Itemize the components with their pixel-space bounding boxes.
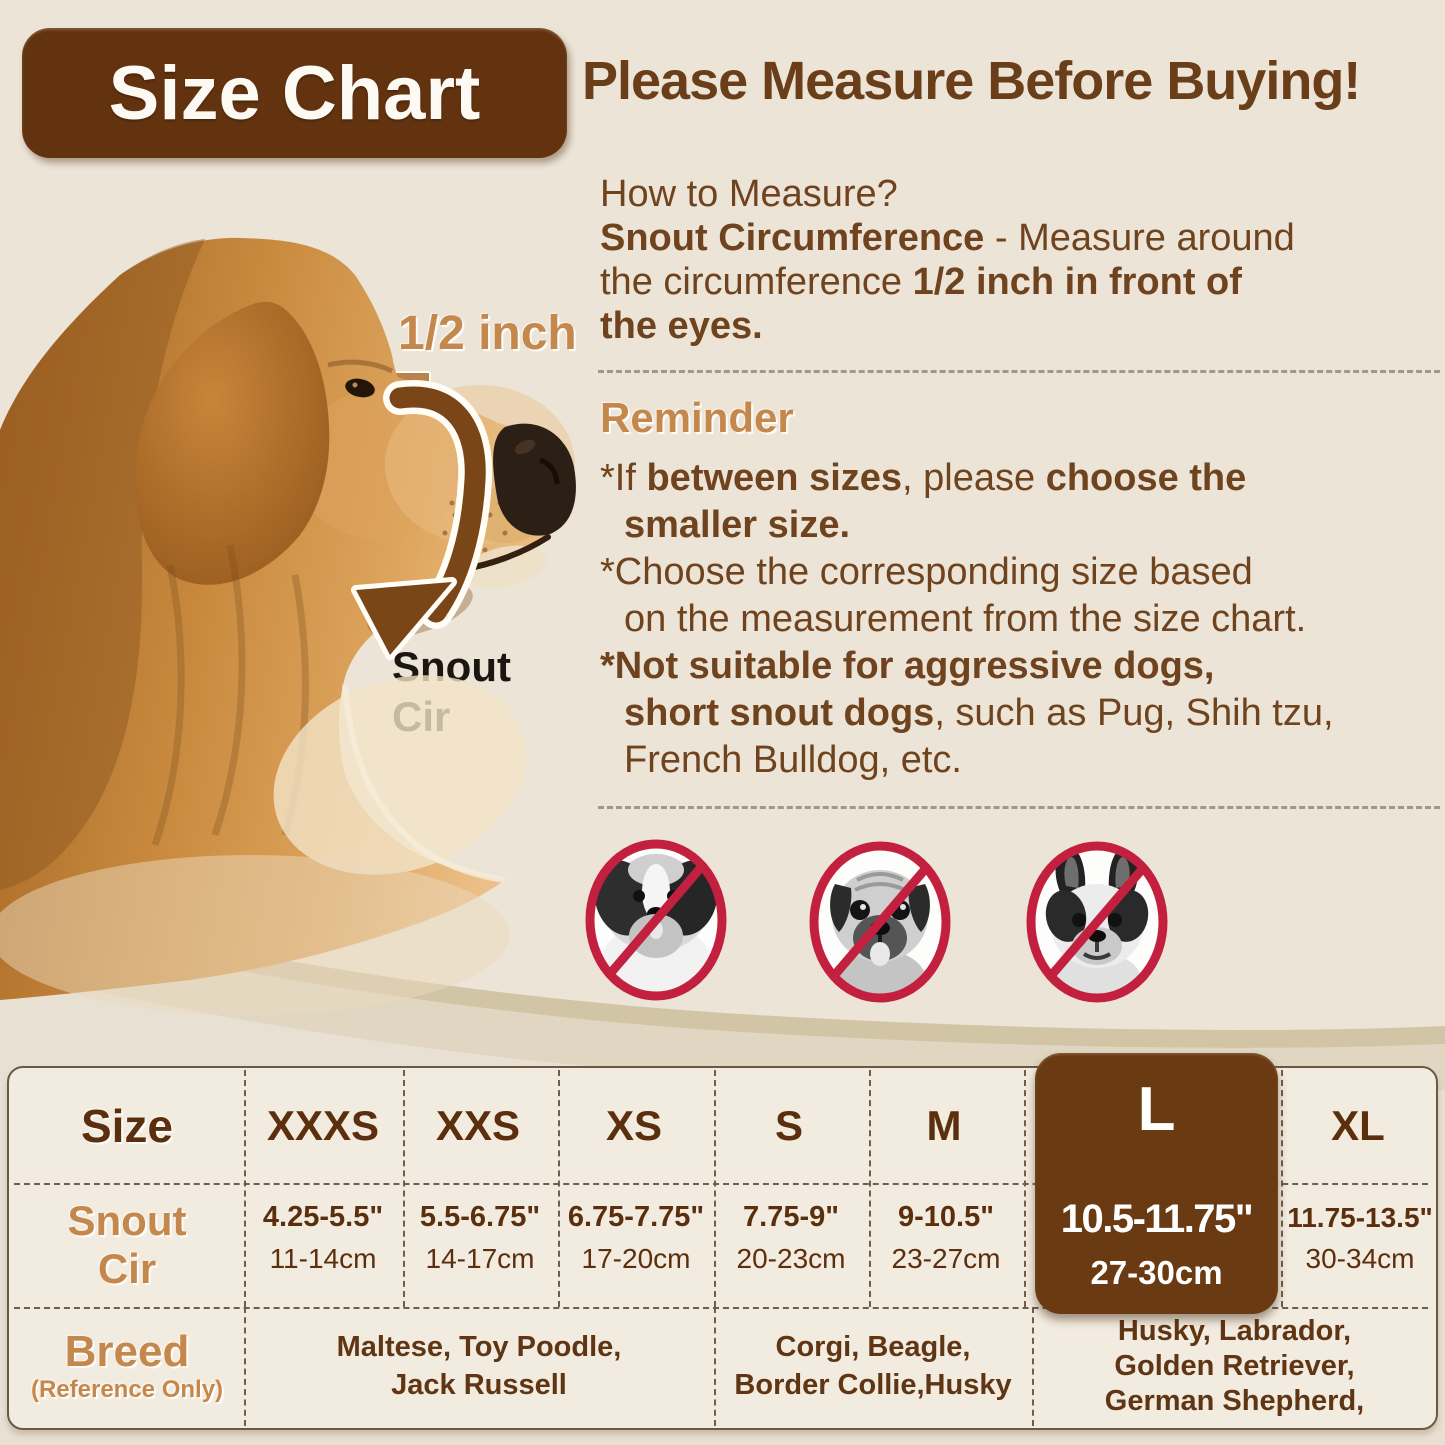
- prohibition-circle-icon: [1026, 841, 1168, 1003]
- table-gridline: [714, 1307, 716, 1426]
- column-header-xs: XS: [605, 1102, 663, 1149]
- column-header-m: M: [926, 1102, 962, 1149]
- snout-value-xl: 11.75-13.5" 30-34cm: [1287, 1202, 1433, 1274]
- nostril: [539, 457, 560, 485]
- column-header-xxs: XXS: [435, 1102, 521, 1149]
- nose-shine: [514, 439, 536, 455]
- breed-cell-medium: Corgi, Beagle, Border Collie,Husky: [734, 1331, 1012, 1401]
- table-gridline: [244, 1307, 246, 1426]
- fur-streak: [151, 564, 185, 847]
- snout-value-l-inch: 10.5-11.75": [1060, 1197, 1254, 1241]
- dashed-divider: [598, 806, 1440, 809]
- size-chart-badge: Size Chart: [22, 28, 567, 158]
- measure-title: How to Measure?: [600, 173, 898, 215]
- dashed-divider: [598, 370, 1440, 373]
- prohibition-slash-icon: [1046, 864, 1148, 980]
- table-gridline: [1281, 1070, 1283, 1307]
- snout-value-m: 9-10.5" 23-27cm: [891, 1201, 1001, 1274]
- reminder-item-2: *Choose the corresponding size based: [600, 551, 1253, 593]
- reminder-item-3: *Not suitable for aggressive dogs,: [600, 645, 1215, 687]
- prohibited-dog-french-bulldog: [1026, 841, 1168, 1003]
- prohibited-dog-pug: [809, 841, 951, 1003]
- table-gridline: [403, 1070, 405, 1307]
- dog-eye: [345, 378, 375, 398]
- row-label-breed: Breed (Reference Only): [30, 1327, 224, 1403]
- table-gridline: [244, 1070, 246, 1307]
- prohibition-slash-icon: [605, 862, 707, 978]
- dog-ear: [135, 301, 330, 585]
- reminder-item-3-cont2: French Bulldog, etc.: [624, 739, 962, 781]
- dog-photo: [0, 237, 576, 1015]
- breed-cell-small: Maltese, Toy Poodle, Jack Russell: [336, 1331, 622, 1401]
- dog-chest-fur: [273, 675, 527, 875]
- prohibited-dog-shihtzu: [585, 839, 727, 1001]
- measure-line: Snout Circumference - Measure around: [600, 217, 1295, 259]
- table-gridline: [1032, 1307, 1034, 1426]
- snout-value-xxxs: 4.25-5.5" 11-14cm: [262, 1201, 384, 1274]
- reminder-section: *If between sizes, please choose the sma…: [600, 455, 1445, 784]
- prohibition-circle-icon: [809, 841, 951, 1003]
- column-header-l: L: [1137, 1075, 1176, 1144]
- snout-value-xxs: 5.5-6.75" 14-17cm: [419, 1201, 541, 1274]
- snout-value-xs: 6.75-7.75" 17-20cm: [567, 1201, 705, 1274]
- table-gridline: [869, 1070, 871, 1307]
- table-gridline: [14, 1183, 1428, 1185]
- dog-cheek: [295, 390, 465, 540]
- prohibition-circle-icon: [585, 839, 727, 1001]
- row-label-snout-cir: Snout Cir: [67, 1196, 187, 1292]
- fur-streak: [211, 544, 246, 837]
- snout-value-l-cm: 27-30cm: [1090, 1254, 1223, 1291]
- prohibition-slash-icon: [829, 864, 931, 980]
- page-title: Please Measure Before Buying!: [582, 51, 1361, 111]
- breed-cell-large: Husky, Labrador, Golden Retriever, Germa…: [1104, 1315, 1365, 1417]
- size-chart-badge-label: Size Chart: [108, 50, 481, 136]
- chin-fur: [463, 545, 547, 589]
- reminder-item-1-cont: smaller size.: [624, 504, 851, 546]
- reminder-item-1: *If between sizes, please choose the: [600, 457, 1247, 499]
- column-header-xl: XL: [1331, 1102, 1385, 1149]
- measure-section: How to Measure? Snout Circumference - Me…: [600, 172, 1445, 348]
- column-header-s: S: [774, 1102, 803, 1149]
- measure-line: the eyes.: [600, 305, 763, 347]
- reminder-item-2-cont: on the measurement from the size chart.: [624, 598, 1307, 640]
- table-gridline: [714, 1070, 716, 1307]
- column-header-xxxs: XXXS: [266, 1102, 380, 1149]
- table-gridline: [558, 1070, 560, 1307]
- dog-nose: [493, 423, 576, 536]
- half-inch-label: 1/2 inch: [398, 307, 577, 360]
- table-gridline: [14, 1307, 1428, 1309]
- dog-neck-fade: [0, 855, 510, 1015]
- snout-value-s: 7.75-9" 20-23cm: [736, 1201, 846, 1274]
- reminder-title: Reminder: [600, 394, 794, 441]
- eye-glint: [352, 382, 358, 388]
- measure-line: the circumference 1/2 inch in front of: [600, 261, 1242, 303]
- table-gridline: [1024, 1070, 1026, 1307]
- dog-brow: [327, 359, 394, 374]
- measure-arrow-icon: [351, 380, 493, 660]
- reminder-item-3-cont: short snout dogs, such as Pug, Shih tzu,: [624, 692, 1334, 734]
- column-header-size: Size: [80, 1100, 174, 1152]
- chest-fringe: [342, 684, 506, 883]
- highlighted-size-l: L 10.5-11.75" 27-30cm: [1035, 1053, 1278, 1314]
